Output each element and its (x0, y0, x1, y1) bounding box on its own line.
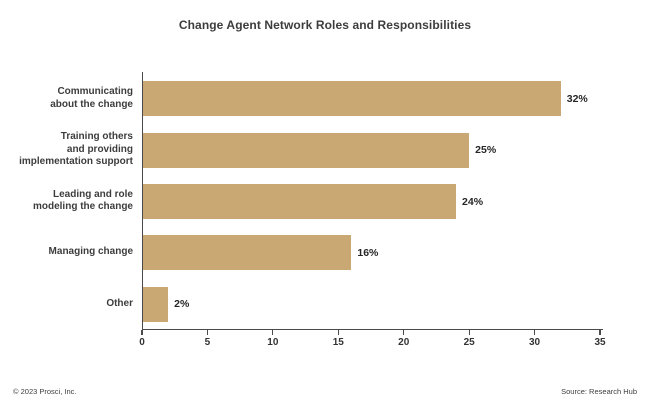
x-tick-mark (206, 330, 209, 335)
bar-value-label: 24% (462, 195, 484, 208)
source-text: Source: Research Hub (561, 387, 637, 396)
x-tick-mark (272, 330, 274, 335)
bar-value-label: 32% (566, 92, 588, 105)
x-axis-line (141, 328, 603, 330)
bar-2 (142, 184, 457, 219)
x-tick-mark (599, 330, 601, 335)
x-tick-mark (337, 330, 339, 335)
bar-1 (142, 132, 470, 168)
copyright-text: © 2023 Prosci, Inc. (13, 387, 77, 396)
bar-0 (142, 81, 561, 117)
x-tick-mark (533, 330, 536, 335)
chart-title: Change Agent Network Roles and Responsib… (178, 18, 472, 32)
bar-value-label: 16% (357, 246, 379, 259)
x-tick-label: 20 (398, 337, 410, 348)
plot-area: Communicating about the change Training ot… (19, 72, 606, 348)
x-tick-mark (468, 330, 470, 335)
category-label: Leading and role modeling the change (32, 188, 133, 213)
category-label: Managing change (48, 246, 133, 258)
x-tick-mark (141, 330, 143, 335)
bar-4 (142, 286, 169, 322)
x-tick-label: 35 (594, 337, 606, 348)
bar-3 (142, 235, 352, 271)
x-tick-label: 15 (332, 337, 344, 348)
x-tick-label: 0 (139, 337, 145, 348)
category-label: Training others and providing implementati… (19, 130, 133, 168)
x-tick-mark (403, 330, 405, 335)
x-tick-label: 5 (204, 337, 211, 348)
bar-value-label: 25% (475, 144, 497, 157)
category-label: Other (106, 297, 133, 309)
category-label: Communicating about the change (50, 85, 133, 110)
y-axis-line (141, 72, 143, 335)
x-tick-label: 10 (267, 337, 279, 348)
bar-value-label: 2% (174, 298, 190, 311)
x-tick-label: 30 (529, 337, 541, 348)
x-tick-label: 25 (463, 337, 475, 348)
